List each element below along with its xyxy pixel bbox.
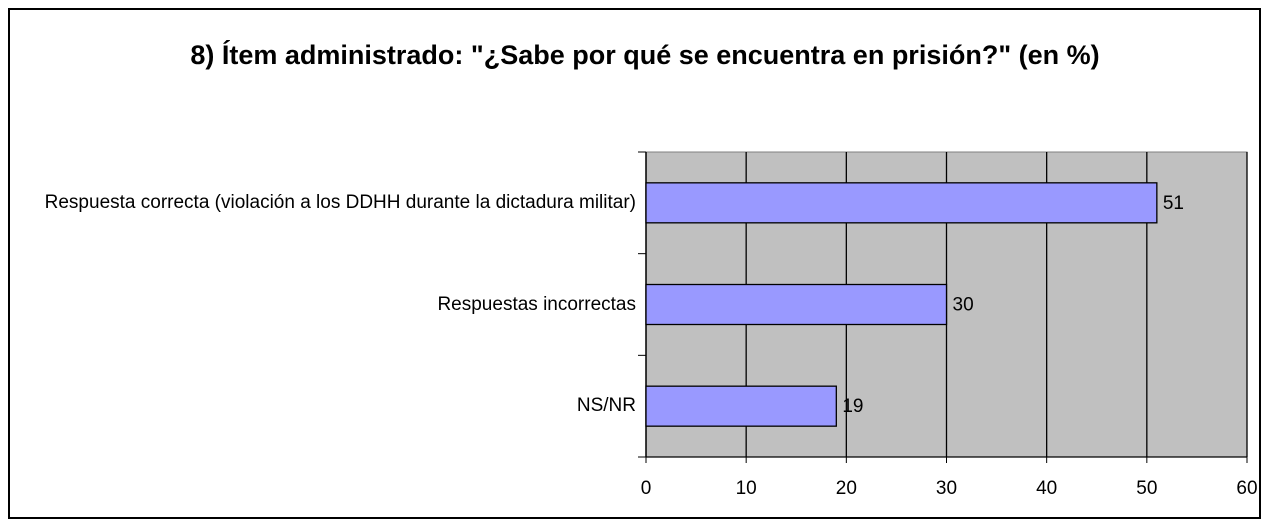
x-tick-label: 10 [736,478,757,499]
y-tick-label: Respuesta correcta (violación a los DDHH… [44,191,636,213]
chart-border [8,8,1261,519]
value-label: 19 [842,396,863,417]
x-tick-label: 40 [1036,478,1057,499]
bar [645,182,1158,224]
bar [645,283,948,326]
y-tick-label: Respuestas incorrectas [437,293,636,315]
value-label: 51 [1163,193,1184,214]
value-label: 30 [953,295,974,316]
y-tick-label: NS/NR [576,395,636,417]
x-tick-label: 20 [836,478,857,499]
x-tick-label: 0 [641,478,652,499]
chart-title: 8) Ítem administrado: "¿Sabe por qué se … [190,40,1100,70]
y-tick-label-box: Respuestas incorrectas [16,255,636,355]
y-tick-label-box: NS/NR [16,356,636,456]
x-tick-label: 60 [1236,478,1257,499]
bar [645,385,837,427]
x-tick-label: 30 [936,478,957,499]
y-tick-label-box: Respuesta correcta (violación a los DDHH… [16,153,636,253]
x-tick-label: 50 [1136,478,1157,499]
